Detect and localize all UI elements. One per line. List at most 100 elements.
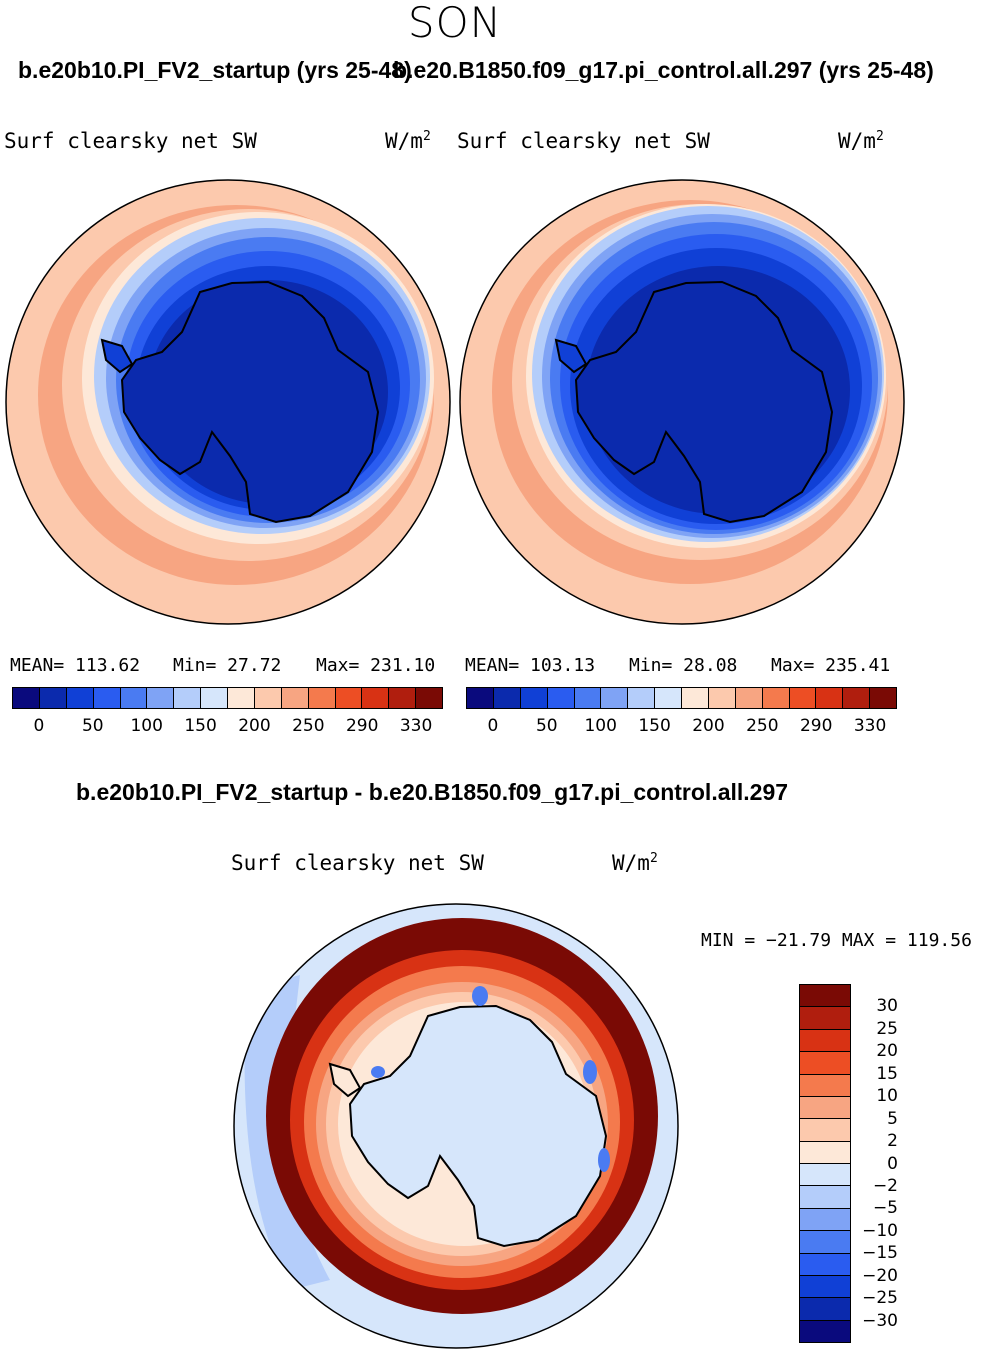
left-field-title: Surf clearsky net SW: [4, 129, 257, 153]
colorbar-box: [708, 688, 736, 708]
colorbar-tick-label: 0: [487, 716, 499, 736]
colorbar-box: [800, 1096, 850, 1120]
colorbar-box: [843, 688, 871, 708]
colorbar-tick-label: 200: [238, 716, 271, 736]
colorbar-box: [800, 1119, 850, 1142]
colorbar-box: [467, 688, 494, 708]
right-field-title: Surf clearsky net SW: [457, 129, 710, 153]
map-diff-neg-spot-3: [598, 1148, 610, 1172]
colorbar-tick-label: −20: [862, 1265, 898, 1286]
map-left-border: [5, 179, 451, 625]
colorbar-tick-label: 50: [81, 716, 104, 736]
colorbar-box: [335, 688, 363, 708]
colorbar-box: [800, 985, 850, 1008]
right-min: Min= 28.08: [629, 655, 738, 676]
colorbar-tick-label: 290: [345, 716, 379, 736]
colorbar-tick-label: 25: [876, 1018, 898, 1039]
right-colorbar: [466, 687, 897, 709]
colorbar-tick-label: 15: [876, 1063, 898, 1084]
right-max: Max= 235.41: [771, 655, 891, 676]
colorbar-box: [800, 1231, 850, 1254]
colorbar-box: [800, 1007, 850, 1030]
colorbar-tick-label: 330: [853, 716, 887, 736]
colorbar-tick-label: 150: [638, 716, 671, 736]
colorbar-box: [201, 688, 228, 708]
colorbar-tick-label: 100: [130, 716, 163, 736]
colorbar-tick-label: 150: [184, 716, 217, 736]
colorbar-box: [655, 688, 682, 708]
left-units: W/m2: [385, 129, 431, 153]
map-right-peninsula: [554, 338, 588, 374]
colorbar-box: [574, 688, 602, 708]
colorbar-tick-label: 330: [399, 716, 433, 736]
colorbar-tick-label: 250: [746, 716, 779, 736]
colorbar-box: [800, 1052, 850, 1075]
colorbar-tick-label: −10: [862, 1220, 898, 1241]
right-units: W/m2: [838, 129, 884, 153]
colorbar-box: [281, 688, 309, 708]
colorbar-tick-label: 0: [33, 716, 45, 736]
left-case-title: b.e20b10.PI_FV2_startup (yrs 25-48): [18, 57, 412, 83]
diff-title: b.e20b10.PI_FV2_startup - b.e20.B1850.f0…: [76, 779, 789, 805]
map-diff: [233, 903, 679, 1349]
colorbar-tick-label: 2: [887, 1131, 898, 1152]
map-left: [5, 179, 451, 625]
map-left-peninsula: [100, 338, 134, 374]
left-colorbar: [12, 687, 443, 709]
map-diff-antarctica: [348, 1004, 608, 1248]
colorbar-box: [389, 688, 417, 708]
colorbar-box: [147, 688, 175, 708]
colorbar-tick-label: −25: [862, 1288, 898, 1309]
map-left-antarctica: [120, 280, 380, 524]
colorbar-box: [800, 1186, 850, 1209]
colorbar-tick-label: 290: [799, 716, 833, 736]
colorbar-box: [13, 688, 40, 708]
colorbar-box: [66, 688, 94, 708]
map-right: [459, 179, 905, 625]
colorbar-box: [493, 688, 521, 708]
season-title: SON: [407, 0, 503, 47]
left-max: Max= 231.10: [316, 655, 436, 676]
colorbar-box: [601, 688, 629, 708]
diff-minmax: MIN = −21.79 MAX = 119.56: [701, 930, 972, 951]
colorbar-tick-label: 50: [535, 716, 558, 736]
map-right-border: [459, 179, 905, 625]
map-diff-border: [233, 903, 679, 1349]
colorbar-box: [800, 1141, 850, 1164]
right-mean: MEAN= 103.13: [465, 655, 596, 676]
left-mean: MEAN= 113.62: [10, 655, 141, 676]
colorbar-box: [254, 688, 282, 708]
colorbar-box: [39, 688, 67, 708]
diff-field-title: Surf clearsky net SW: [231, 851, 484, 875]
colorbar-box: [800, 1275, 850, 1299]
colorbar-box: [228, 688, 255, 708]
colorbar-box: [762, 688, 790, 708]
colorbar-box: [789, 688, 817, 708]
diff-colorbar: [799, 984, 851, 1343]
colorbar-box: [800, 1029, 850, 1053]
map-diff-neg-spot-1: [472, 986, 488, 1006]
colorbar-tick-label: 10: [876, 1086, 898, 1107]
diff-units: W/m2: [612, 851, 658, 875]
map-diff-neg-spot-4: [371, 1066, 385, 1078]
colorbar-box: [800, 1253, 850, 1276]
colorbar-tick-label: 30: [876, 996, 898, 1017]
map-diff-neg-spot-2: [583, 1060, 597, 1084]
colorbar-box: [800, 1208, 850, 1232]
colorbar-box: [308, 688, 336, 708]
left-min: Min= 27.72: [173, 655, 282, 676]
colorbar-box: [362, 688, 390, 708]
colorbar-tick-label: −5: [872, 1198, 898, 1219]
colorbar-box: [870, 688, 896, 708]
colorbar-tick-label: 5: [887, 1108, 898, 1129]
colorbar-box: [628, 688, 656, 708]
map-diff-peninsula: [328, 1062, 362, 1098]
colorbar-tick-label: 100: [584, 716, 617, 736]
colorbar-tick-label: −2: [872, 1175, 898, 1196]
colorbar-box: [174, 688, 202, 708]
colorbar-box: [93, 688, 121, 708]
colorbar-tick-label: 200: [692, 716, 725, 736]
colorbar-box: [800, 1320, 850, 1342]
colorbar-box: [547, 688, 575, 708]
colorbar-tick-label: −15: [862, 1243, 898, 1264]
